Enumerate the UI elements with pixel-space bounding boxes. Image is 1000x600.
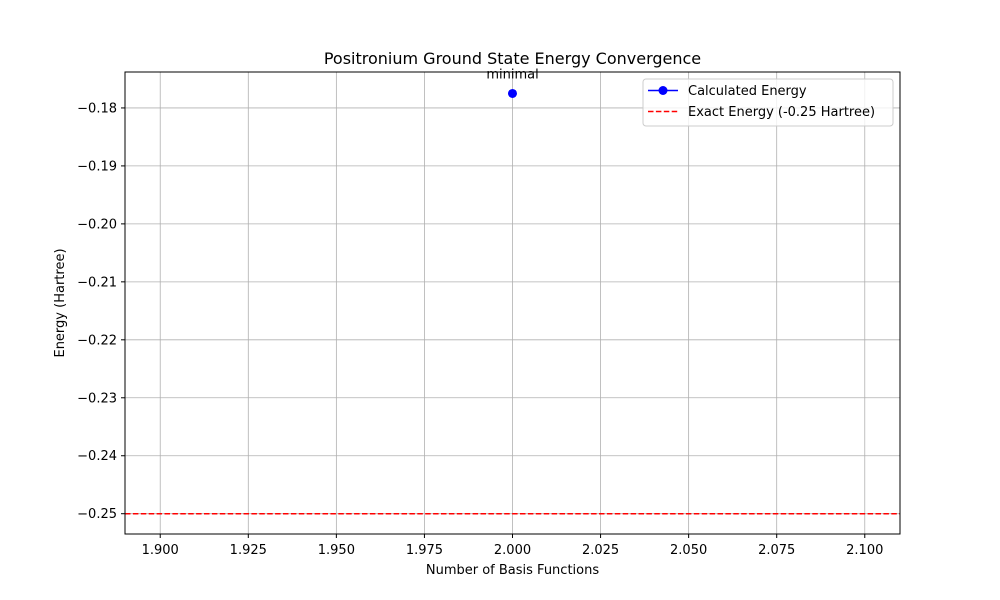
legend-calculated-marker (658, 86, 668, 95)
tick-marks: 1.900 1.925 1.950 1.975 2.000 2.025 2.050 2.075… (77, 101, 883, 558)
x-tick-label: 2.075 (758, 543, 795, 558)
x-tick-label: 2.050 (670, 543, 707, 558)
legend-frame (642, 78, 894, 127)
x-axis-title: Number of Basis Functions (426, 563, 599, 578)
x-tick-label: 2.025 (582, 543, 619, 558)
x-tick-label: 1.925 (230, 543, 267, 558)
y-tick-label: −0.23 (77, 391, 117, 406)
legend-exact-label: Exact Energy (-0.25 Hartree) (688, 105, 875, 120)
x-tick-label: 1.900 (142, 543, 179, 558)
chart-title: Positronium Ground State Energy Converge… (324, 49, 701, 68)
y-tick-label: −0.22 (77, 333, 117, 348)
y-tick-label: −0.18 (77, 101, 117, 116)
y-axis-title: Energy (Hartree) (53, 248, 68, 357)
plot-data: minimal (125, 67, 900, 515)
legend-calculated-label: Calculated Energy (688, 84, 807, 99)
legend: Calculated Energy Exact Energy (-0.25 Ha… (642, 78, 894, 127)
y-tick-label: −0.24 (77, 449, 117, 464)
y-tick-label: −0.19 (77, 159, 117, 174)
x-tick-label: 1.975 (406, 543, 443, 558)
point-annotation: minimal (486, 67, 538, 82)
x-tick-label: 1.950 (318, 543, 355, 558)
y-tick-label: −0.20 (77, 217, 117, 232)
x-tick-label: 2.100 (846, 543, 883, 558)
y-tick-label: −0.21 (77, 275, 117, 290)
x-tick-label: 2.000 (494, 543, 531, 558)
calculated-energy-point (508, 88, 517, 98)
y-tick-label: −0.25 (77, 507, 117, 522)
